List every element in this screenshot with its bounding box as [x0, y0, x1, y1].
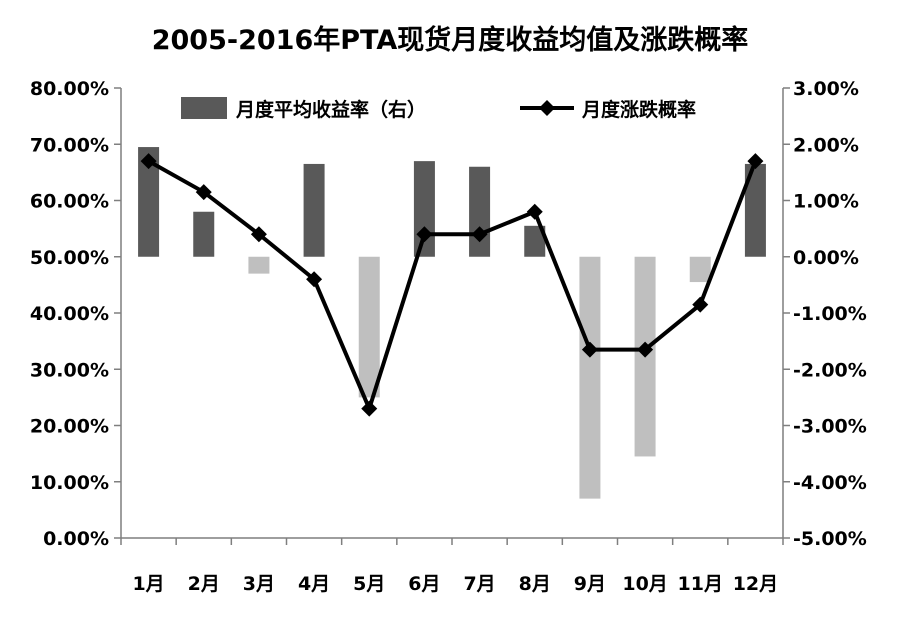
left-tick-label: 10.00% [30, 472, 109, 494]
line-point [692, 296, 709, 313]
x-tick-label: 9月 [574, 573, 606, 595]
bar [689, 256, 711, 283]
x-tick-label: 6月 [408, 573, 440, 595]
right-tick-label: 1.00% [793, 191, 859, 213]
bar [469, 166, 491, 257]
legend-swatch-marker [539, 100, 555, 116]
right-tick-label: 2.00% [793, 134, 859, 156]
legend: 月度平均收益率（右） 月度涨跌概率 [181, 97, 696, 121]
line-series [140, 153, 764, 417]
x-tick-label: 2月 [188, 573, 220, 595]
right-tick-label: 3.00% [793, 78, 859, 100]
line-point [306, 271, 323, 288]
x-tick-label: 10月 [622, 573, 667, 595]
chart-title: 2005-2016年PTA现货月度收益均值及涨跌概率 [151, 25, 749, 56]
right-tick-label: -4.00% [793, 472, 867, 494]
axes: 0.00% 10.00% 20.00% 30.00% 40.00% 50.00% 60.00… [30, 78, 867, 595]
x-tick-label: 5月 [353, 573, 385, 595]
line-point [526, 203, 543, 220]
left-tick-label: 20.00% [30, 416, 109, 438]
bar [303, 163, 325, 257]
bar-series [138, 147, 766, 499]
legend-label-bar: 月度平均收益率（右） [235, 98, 426, 121]
line-point [471, 226, 488, 243]
left-tick-label: 0.00% [43, 528, 109, 550]
bar [358, 256, 380, 398]
x-tick-label: 12月 [733, 573, 778, 595]
bar [193, 211, 215, 257]
left-tick-label: 40.00% [30, 303, 109, 325]
left-tick-label: 50.00% [30, 247, 109, 269]
right-tick-label: -1.00% [793, 303, 867, 325]
bar [579, 256, 601, 499]
line-point [637, 341, 654, 358]
line-point [195, 184, 212, 201]
left-tick-label: 60.00% [30, 191, 109, 213]
x-tick-label: 4月 [298, 573, 330, 595]
line-point [250, 226, 267, 243]
left-tick-label: 70.00% [30, 134, 109, 156]
right-tick-label: -2.00% [793, 359, 867, 381]
right-tick-label: -5.00% [793, 528, 867, 550]
line-point [416, 226, 433, 243]
right-tick-label: 0.00% [793, 247, 859, 269]
line-point [747, 153, 764, 170]
x-tick-label: 8月 [519, 573, 551, 595]
line-point [140, 153, 157, 170]
x-tick-label: 3月 [243, 573, 275, 595]
bar [248, 256, 270, 274]
x-tick-label: 7月 [463, 573, 495, 595]
legend-swatch-bar [181, 97, 227, 119]
left-tick-label: 80.00% [30, 78, 109, 100]
line-point [581, 341, 598, 358]
bar [138, 147, 160, 257]
left-tick-label: 30.00% [30, 359, 109, 381]
right-tick-label: -3.00% [793, 416, 867, 438]
bar [744, 163, 766, 257]
x-tick-label: 11月 [678, 573, 723, 595]
bar [524, 225, 546, 257]
x-tick-label: 1月 [132, 573, 164, 595]
bar [413, 161, 435, 257]
line-point [361, 400, 378, 417]
legend-label-line: 月度涨跌概率 [581, 98, 696, 121]
series-line [147, 159, 758, 411]
